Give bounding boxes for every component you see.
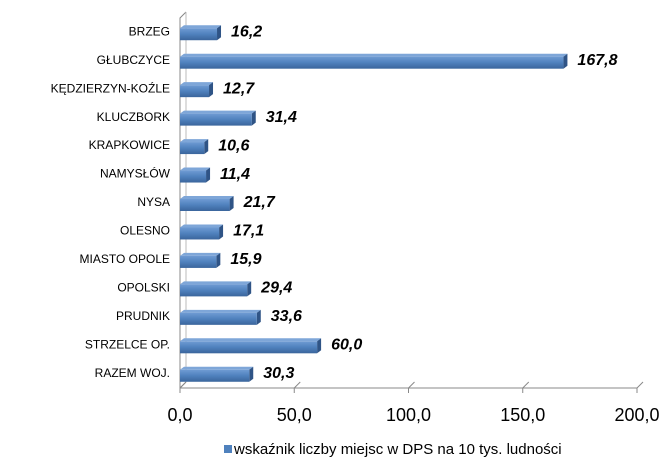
bar (180, 199, 230, 211)
y-tick-label: GŁUBCZYCE (97, 53, 170, 67)
bar-side (256, 309, 261, 325)
legend-label: wskaźnik liczby miejsc w DPS na 10 tys. … (233, 441, 562, 458)
bar (180, 28, 218, 41)
x-tick (293, 381, 301, 389)
bar-side (216, 252, 221, 268)
bar-top (180, 139, 209, 143)
bar-side (317, 338, 322, 354)
data-label: 167,8 (577, 52, 617, 69)
bar-top (180, 25, 222, 29)
bar-side (206, 167, 211, 183)
legend-swatch (224, 445, 232, 453)
x-tick-label: 0,0 (167, 405, 192, 425)
data-label: 60,0 (331, 337, 362, 354)
bar-side (204, 139, 209, 155)
bar-side (229, 196, 234, 211)
bar (180, 341, 318, 354)
data-label: 21,7 (243, 194, 276, 211)
y-tick-label: NYSA (137, 195, 170, 209)
x-tick-label: 50,0 (277, 405, 312, 425)
bar-top (180, 167, 211, 171)
x-tick (179, 381, 187, 389)
data-label: 17,1 (233, 223, 264, 240)
bar-side (247, 281, 252, 297)
y-tick-label: MIASTO OPOLE (80, 252, 170, 266)
data-label: 30,3 (263, 365, 294, 382)
bar-top (180, 196, 234, 199)
y-tick-label: BRZEG (129, 24, 170, 38)
data-label: 10,6 (218, 137, 249, 154)
x-tick (408, 381, 415, 389)
bar (180, 255, 217, 268)
bar-top (180, 281, 252, 285)
data-label: 31,4 (266, 109, 297, 126)
y-tick-label: KRAPKOWICE (89, 138, 170, 152)
y-tick-label: OPOLSKI (117, 281, 170, 295)
data-label: 15,9 (230, 251, 261, 268)
y-tick-label: KLUCZBORK (97, 110, 170, 124)
bar-side (209, 82, 214, 98)
bar-top (180, 53, 568, 57)
y-tick-label: STRZELCE OP. (85, 337, 170, 351)
bar-side (563, 53, 568, 69)
bar (180, 56, 564, 69)
bar (180, 284, 248, 297)
x-tick-label: 100,0 (386, 405, 431, 425)
x-tick-label: 200,0 (614, 405, 659, 425)
y-tick-label: KĘDZIERZYN-KOŹLE (51, 80, 170, 95)
bar-top (180, 252, 221, 256)
bar-top (180, 224, 224, 228)
bar (180, 85, 210, 98)
data-label: 33,6 (271, 308, 302, 325)
y-tick-label: NAMYSŁÓW (100, 166, 171, 181)
y-tick-label: PRUDNIK (116, 309, 170, 323)
data-label: 11,4 (220, 166, 250, 183)
x-tick (522, 381, 530, 389)
bar-top (180, 366, 254, 370)
bar-side (251, 110, 256, 126)
bar-side (249, 366, 254, 382)
bar (180, 170, 207, 183)
bar-top (180, 309, 261, 313)
bar-side (219, 224, 224, 240)
x-tick (636, 381, 644, 389)
y-tick-label: RAZEM WOJ. (95, 366, 170, 380)
data-label: 12,7 (223, 80, 255, 97)
bar-top (180, 338, 322, 342)
bar (180, 113, 252, 126)
y-tick-label: OLESNO (120, 224, 170, 238)
data-label: 29,4 (260, 280, 292, 297)
bar (180, 227, 220, 240)
bar (180, 312, 257, 325)
bar-top (180, 110, 256, 114)
x-tick-label: 150,0 (500, 405, 545, 425)
bar (180, 142, 205, 155)
bar-side (217, 25, 222, 41)
bar (180, 369, 250, 382)
bar-top (180, 82, 214, 86)
data-label: 16,2 (231, 23, 262, 40)
